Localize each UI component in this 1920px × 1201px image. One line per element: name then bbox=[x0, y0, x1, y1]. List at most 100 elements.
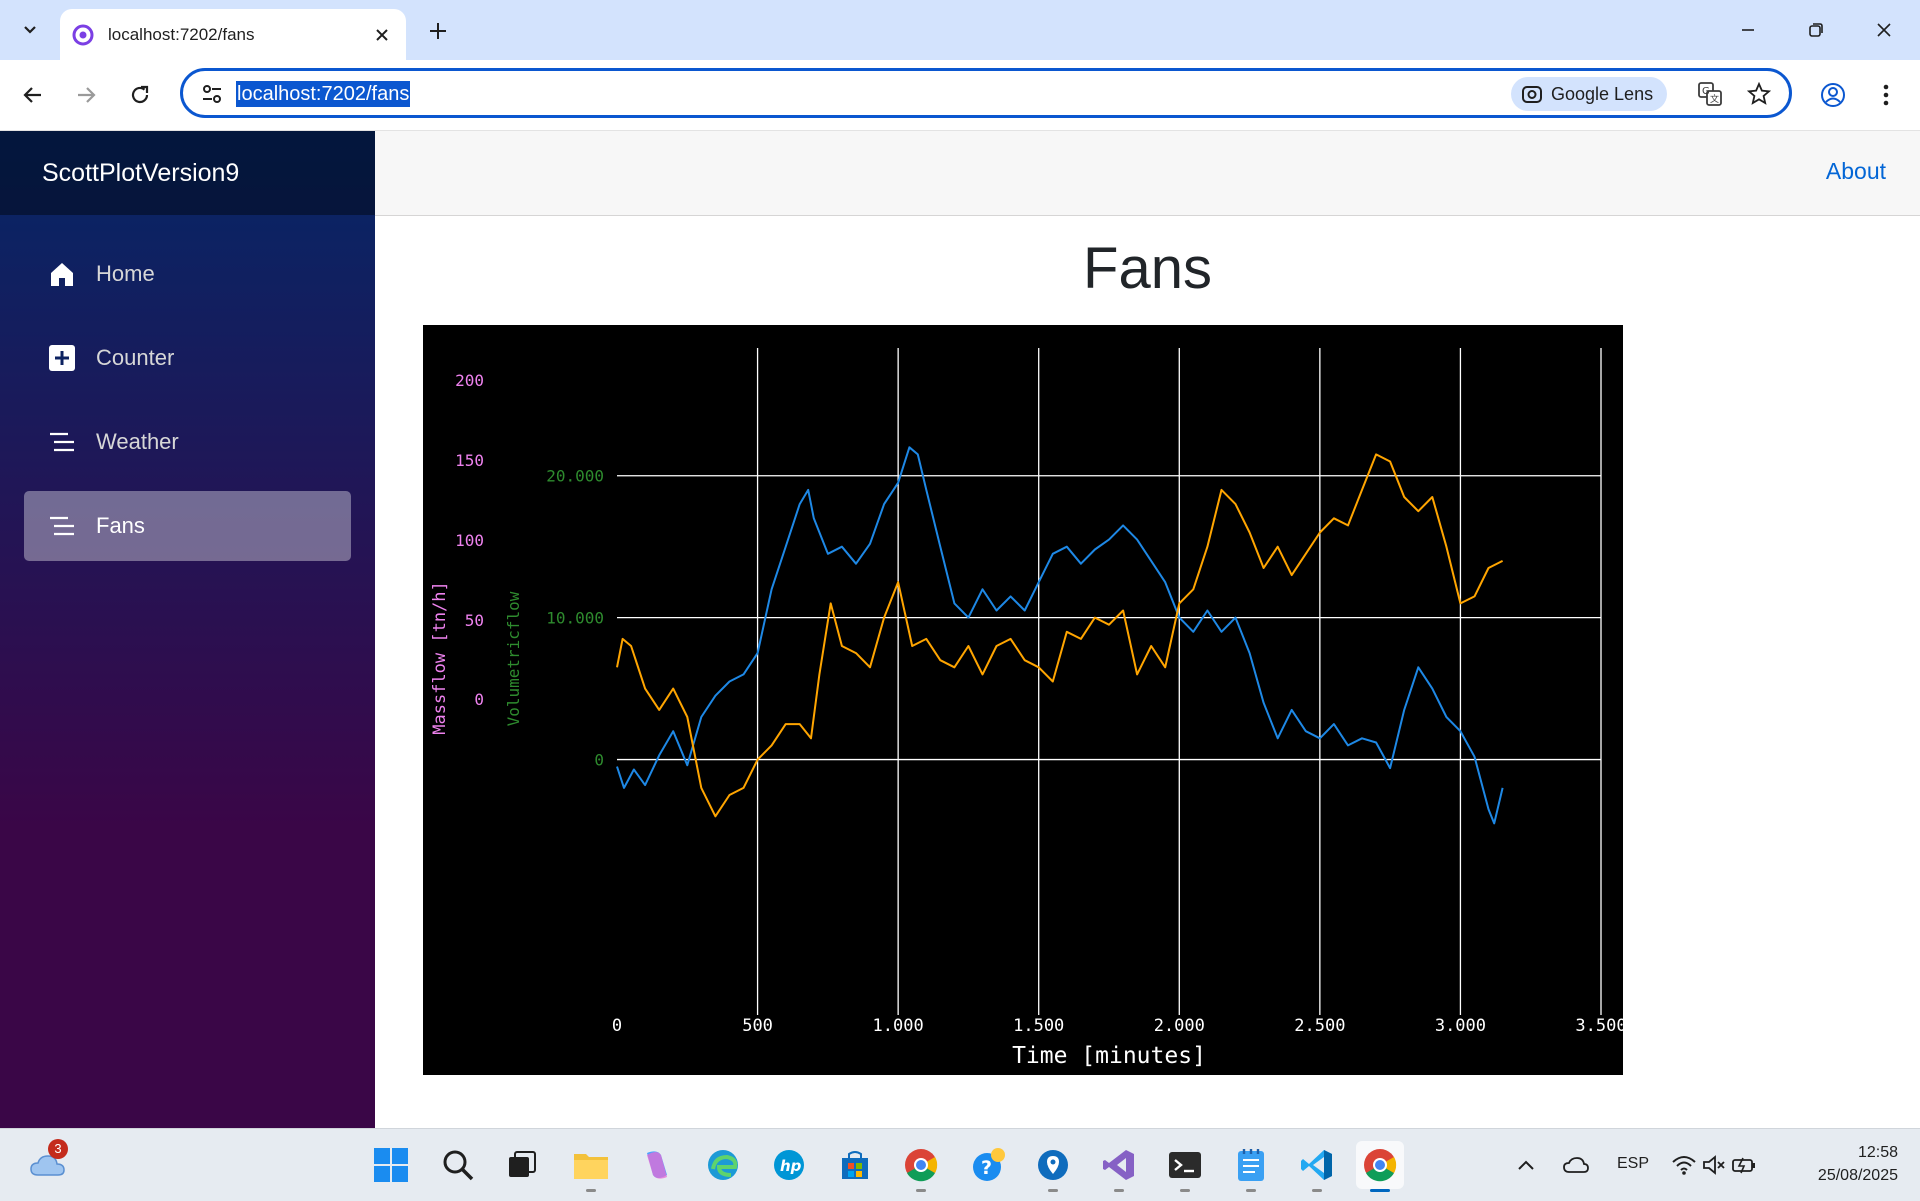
notepad-icon bbox=[1238, 1149, 1264, 1181]
running-indicator bbox=[586, 1189, 596, 1192]
fans-plot[interactable]: 0 500 1.000 1.500 2.000 2.500 3.000 3.500 Time [… bbox=[423, 325, 1623, 1075]
nav-item-weather[interactable]: Weather bbox=[24, 407, 351, 477]
x-tick-label: 3.000 bbox=[1435, 1016, 1486, 1036]
new-tab-button[interactable] bbox=[420, 13, 456, 49]
task-view-button[interactable] bbox=[498, 1141, 546, 1189]
browser-tab-strip: localhost:7202/fans bbox=[0, 0, 1920, 60]
clock[interactable]: 12:58 25/08/2025 bbox=[1818, 1141, 1898, 1187]
site-info-icon[interactable] bbox=[199, 81, 225, 107]
nav-item-fans[interactable]: Fans bbox=[24, 491, 351, 561]
taskbar-chrome[interactable] bbox=[897, 1141, 945, 1192]
about-link[interactable]: About bbox=[1825, 158, 1886, 184]
close-window-button[interactable] bbox=[1854, 10, 1914, 50]
language-indicator[interactable]: ESP bbox=[1617, 1155, 1650, 1172]
onedrive-button[interactable] bbox=[1552, 1141, 1600, 1189]
svg-text:hp: hp bbox=[780, 1157, 802, 1175]
onedrive-cloud-icon bbox=[1563, 1157, 1589, 1173]
close-icon bbox=[376, 28, 388, 41]
profile-button[interactable] bbox=[1815, 77, 1851, 113]
taskbar-vscode[interactable] bbox=[1293, 1141, 1341, 1192]
google-lens-button[interactable]: Google Lens bbox=[1511, 77, 1668, 111]
x-tick-label: 2.500 bbox=[1294, 1016, 1345, 1036]
nav-item-counter[interactable]: Counter bbox=[24, 323, 351, 393]
blazor-favicon-icon bbox=[72, 24, 94, 45]
nav-item-home[interactable]: Home bbox=[24, 239, 351, 309]
plus-square-icon bbox=[46, 342, 78, 374]
wifi-icon bbox=[1672, 1156, 1696, 1175]
svg-text:文: 文 bbox=[1710, 93, 1719, 105]
top-row: About bbox=[375, 131, 1920, 216]
windows-icon bbox=[374, 1148, 408, 1182]
x-axis-label: Time [minutes] bbox=[1012, 1043, 1206, 1069]
restore-button[interactable] bbox=[1786, 10, 1846, 50]
taskbar-help[interactable]: ? bbox=[963, 1141, 1011, 1189]
browser-tab[interactable]: localhost:7202/fans bbox=[60, 9, 406, 60]
reload-icon bbox=[131, 85, 149, 104]
taskbar-terminal[interactable] bbox=[1161, 1141, 1209, 1192]
map-pin-icon bbox=[1038, 1150, 1068, 1180]
search-button[interactable] bbox=[434, 1141, 482, 1189]
quick-settings-button[interactable] bbox=[1664, 1141, 1764, 1189]
minimize-button[interactable] bbox=[1718, 10, 1778, 50]
massflow-axis-label: Massflow [tn/h] bbox=[430, 581, 450, 735]
taskbar-notepad[interactable] bbox=[1227, 1141, 1275, 1192]
camera-icon bbox=[1522, 86, 1542, 103]
volumetric-tick-label: 20.000 bbox=[546, 467, 604, 486]
svg-text:G: G bbox=[1702, 86, 1710, 97]
x-tick-label: 1.500 bbox=[1013, 1016, 1064, 1036]
running-indicator bbox=[1114, 1189, 1124, 1192]
taskbar-chrome-active[interactable] bbox=[1356, 1141, 1404, 1192]
chevron-down-icon bbox=[24, 26, 36, 34]
taskbar-file-explorer[interactable] bbox=[567, 1141, 615, 1192]
battery-charging-icon bbox=[1732, 1157, 1755, 1174]
clock-time: 12:58 bbox=[1857, 1144, 1898, 1161]
brand-bar: ScottPlotVersion9 bbox=[0, 131, 375, 215]
taskbar-copilot[interactable] bbox=[633, 1141, 681, 1189]
chrome-icon bbox=[1364, 1149, 1397, 1182]
massflow-tick-label: 100 bbox=[455, 531, 484, 550]
arrow-right-icon bbox=[78, 87, 96, 103]
app-brand[interactable]: ScottPlotVersion9 bbox=[42, 158, 240, 187]
running-indicator bbox=[1048, 1189, 1058, 1192]
close-icon bbox=[1877, 23, 1891, 37]
start-button[interactable] bbox=[367, 1141, 415, 1189]
more-vert-icon bbox=[1883, 84, 1889, 106]
nav-label-home: Home bbox=[96, 261, 155, 286]
page-title: Fans bbox=[1083, 236, 1212, 301]
taskbar-hp[interactable]: hp bbox=[765, 1141, 813, 1189]
star-icon bbox=[1747, 82, 1771, 105]
hp-icon: hp bbox=[774, 1150, 804, 1180]
browser-menu-button[interactable] bbox=[1868, 77, 1904, 113]
clock-date: 25/08/2025 bbox=[1817, 1167, 1898, 1184]
back-button[interactable] bbox=[12, 74, 54, 116]
taskbar-store[interactable] bbox=[831, 1141, 879, 1189]
sidebar: ScottPlotVersion9 Home Counter Weather F… bbox=[0, 131, 375, 1128]
reload-button[interactable] bbox=[119, 74, 161, 116]
terminal-icon bbox=[1169, 1152, 1201, 1178]
show-hidden-icons-button[interactable] bbox=[1502, 1141, 1550, 1189]
weather-badge: 3 bbox=[48, 1139, 68, 1159]
url-text[interactable]: localhost:7202/fans bbox=[236, 81, 411, 107]
tab-search-button[interactable] bbox=[10, 12, 50, 48]
bookmark-button[interactable] bbox=[1745, 80, 1773, 108]
tab-title: localhost:7202/fans bbox=[108, 24, 255, 44]
nav-label-weather: Weather bbox=[96, 429, 179, 454]
cloud-icon bbox=[30, 1155, 65, 1176]
running-indicator bbox=[1246, 1189, 1256, 1192]
visual-studio-icon bbox=[1103, 1150, 1134, 1180]
profile-icon bbox=[1821, 83, 1845, 107]
copilot-icon bbox=[647, 1151, 667, 1179]
store-icon bbox=[842, 1151, 868, 1179]
tab-close-button[interactable] bbox=[368, 21, 396, 49]
x-tick-label: 500 bbox=[742, 1016, 773, 1036]
folder-icon bbox=[574, 1154, 608, 1179]
taskbar-edge[interactable] bbox=[699, 1141, 747, 1189]
taskbar-visual-studio[interactable] bbox=[1095, 1141, 1143, 1192]
forward-button[interactable] bbox=[65, 74, 107, 116]
taskbar-maps[interactable] bbox=[1029, 1141, 1077, 1192]
weather-widget[interactable]: 3 bbox=[24, 1139, 72, 1189]
